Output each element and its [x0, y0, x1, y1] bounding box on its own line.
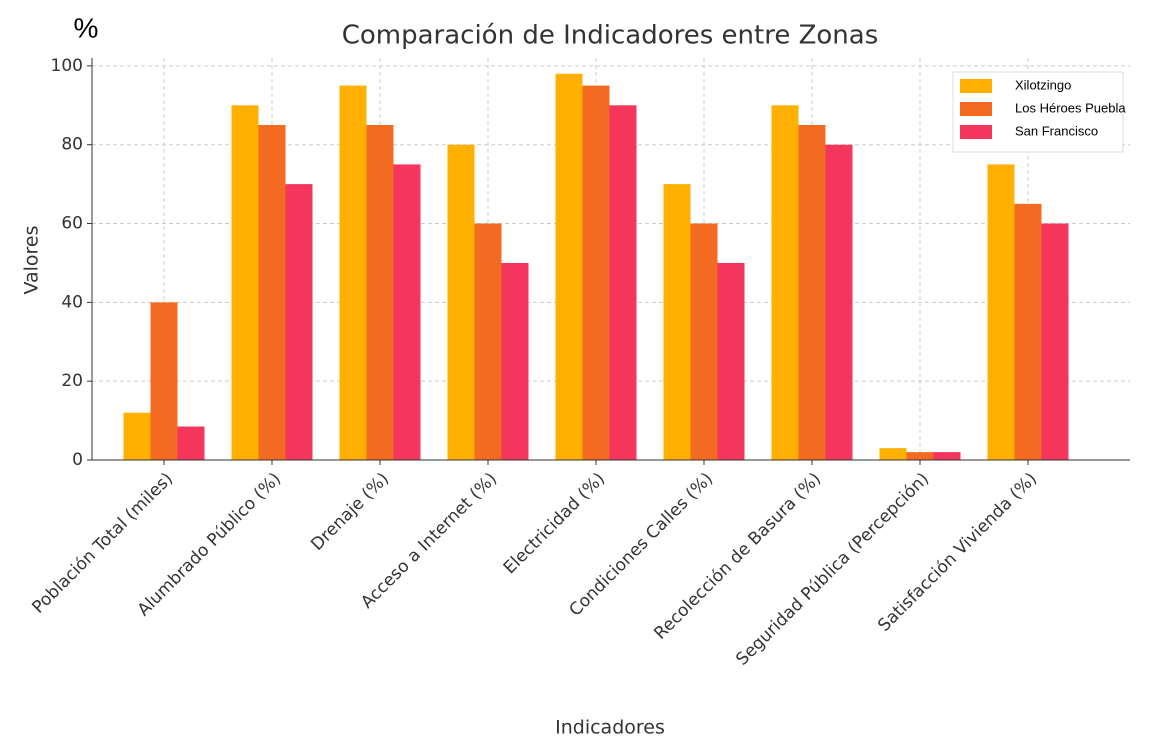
bar: [258, 125, 286, 460]
x-tick-label: Seguridad Pública (Percepción): [732, 469, 933, 670]
bar: [177, 426, 205, 460]
y-tick-label: 40: [61, 292, 83, 312]
bar: [123, 412, 151, 460]
bar: [366, 125, 394, 460]
legend-label: Xilotzingo: [1015, 77, 1071, 92]
bar: [285, 184, 313, 460]
x-tick-label: Drenaje (%): [307, 469, 393, 555]
y-axis-label: Valores: [21, 225, 43, 294]
y-tick-label: 60: [61, 214, 83, 234]
bar: [474, 223, 502, 460]
bar: [825, 144, 853, 461]
bar: [879, 448, 907, 460]
y-tick-label: 100: [51, 56, 83, 76]
bar: [150, 302, 178, 460]
y-tick-label: 80: [61, 135, 83, 155]
unit-label: %: [74, 12, 99, 43]
bar: [447, 144, 475, 461]
x-axis-label: Indicadores: [555, 717, 665, 739]
bar: [1014, 203, 1042, 460]
bar: [933, 452, 961, 460]
bar: [555, 73, 583, 460]
legend-label: San Francisco: [1015, 123, 1098, 138]
bar: [582, 85, 610, 461]
bar: [609, 105, 637, 460]
x-tick-label: Electricidad (%): [500, 469, 609, 578]
bar: [393, 164, 421, 461]
legend-label: Los Héroes Puebla: [1015, 100, 1126, 115]
chart-title: Comparación de Indicadores entre Zonas: [342, 21, 879, 51]
bar: [906, 452, 934, 460]
bar: [501, 262, 529, 460]
legend-swatch: [960, 125, 992, 139]
bar: [339, 85, 367, 461]
bar: [663, 184, 691, 460]
bar: [717, 262, 745, 460]
y-tick-label: 0: [72, 450, 83, 470]
bar: [987, 164, 1015, 461]
bar: [231, 105, 259, 460]
legend-swatch: [960, 102, 992, 116]
bar: [1041, 223, 1069, 460]
bar: [771, 105, 799, 460]
legend-swatch: [960, 79, 992, 93]
y-tick-label: 20: [61, 371, 83, 391]
bar: [690, 223, 718, 460]
bar: [798, 125, 826, 460]
